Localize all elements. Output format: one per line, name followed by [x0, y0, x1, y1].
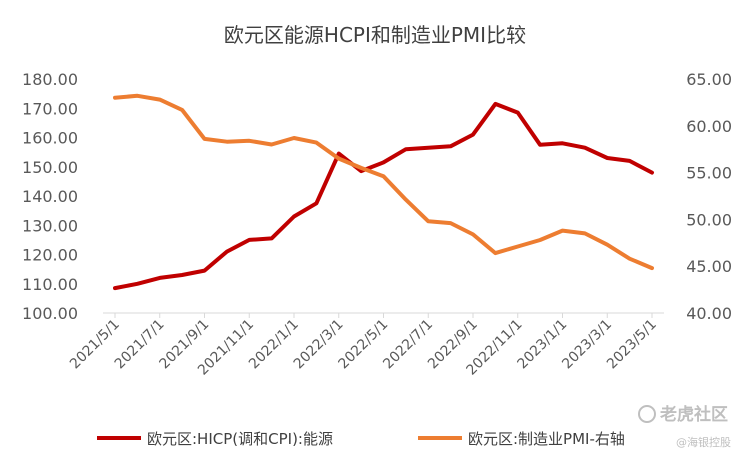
right-axis-tick-labels: 40.00 45.00 50.00 55.00 60.00 65.00	[686, 70, 732, 323]
right-tick-label: 50.00	[686, 210, 732, 229]
legend-label-pmi: 欧元区:制造业PMI-右轴	[468, 430, 625, 448]
watermark-brand: 老虎社区	[659, 404, 728, 425]
watermark-sub: @海银控股	[676, 435, 731, 449]
pmi-line	[113, 93, 654, 271]
chart-title: 欧元区能源HCPI和制造业PMI比较	[224, 23, 526, 47]
left-axis-tick-labels: 100.00 110.00 120.00 130.00 140.00 150.00 160.…	[22, 70, 78, 323]
right-tick-label: 55.00	[686, 164, 732, 183]
right-tick-label: 60.00	[686, 117, 732, 136]
right-tick-label: 40.00	[686, 304, 732, 323]
left-tick-label: 160.00	[22, 129, 78, 148]
hicp-energy-line	[113, 101, 654, 291]
watermark: 老虎社区 @海银控股	[638, 404, 731, 449]
left-tick-label: 140.00	[22, 187, 78, 206]
series-layer	[113, 93, 654, 291]
tiger-logo-icon	[638, 405, 656, 423]
left-tick-label: 100.00	[22, 304, 78, 323]
x-tick-label: 2023/5/1	[604, 317, 660, 373]
left-tick-label: 150.00	[22, 158, 78, 177]
left-tick-label: 110.00	[22, 275, 78, 294]
right-tick-label: 65.00	[686, 70, 732, 89]
legend-label-hicp: 欧元区:HICP(调和CPI):能源	[147, 430, 333, 448]
x-axis-tick-labels: 2021/5/12021/7/12021/9/12021/11/12022/1/…	[67, 317, 660, 379]
x-axis-ticks	[114, 313, 653, 318]
left-tick-label: 170.00	[22, 99, 78, 118]
left-tick-label: 120.00	[22, 246, 78, 265]
legend: 欧元区:HICP(调和CPI):能源 欧元区:制造业PMI-右轴	[97, 430, 625, 448]
left-tick-label: 180.00	[22, 70, 78, 89]
right-tick-label: 45.00	[686, 257, 732, 276]
left-tick-label: 130.00	[22, 216, 78, 235]
